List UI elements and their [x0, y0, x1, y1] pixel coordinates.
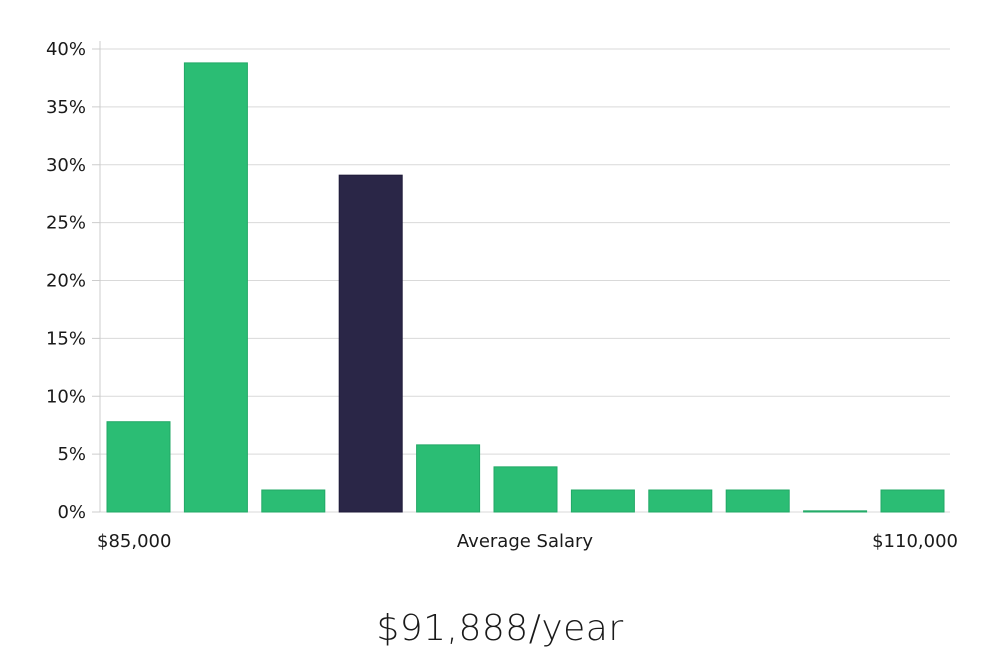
- x-max-label: $110,000: [872, 531, 958, 552]
- bars: [106, 62, 945, 513]
- bar: [803, 510, 868, 513]
- y-axis-ticks: 0% 5% 10% 15% 20% 25% 30% 35% 40%: [46, 39, 100, 523]
- salary-histogram: 0% 5% 10% 15% 20% 25% 30% 35% 40% $85,000 Averag…: [46, 39, 958, 552]
- bar: [880, 489, 945, 513]
- y-tick-label: 35%: [46, 97, 86, 118]
- bar: [570, 489, 635, 513]
- average-salary-value: $91,888/year: [376, 608, 624, 649]
- y-tick-label: 30%: [46, 155, 86, 176]
- bar: [493, 466, 558, 513]
- bar: [261, 489, 326, 513]
- x-min-label: $85,000: [97, 531, 171, 552]
- bar: [106, 421, 171, 513]
- bar-highlighted: [338, 174, 403, 513]
- bar: [183, 62, 248, 513]
- y-tick-label: 15%: [46, 328, 86, 349]
- y-tick-label: 40%: [46, 39, 86, 60]
- y-tick-label: 0%: [57, 502, 86, 523]
- bar: [416, 444, 481, 513]
- bar: [725, 489, 790, 513]
- y-tick-label: 10%: [46, 386, 86, 407]
- y-tick-label: 25%: [46, 213, 86, 234]
- y-tick-label: 5%: [57, 444, 86, 465]
- x-axis-title: Average Salary: [457, 531, 594, 552]
- y-tick-label: 20%: [46, 271, 86, 292]
- bar: [648, 489, 713, 513]
